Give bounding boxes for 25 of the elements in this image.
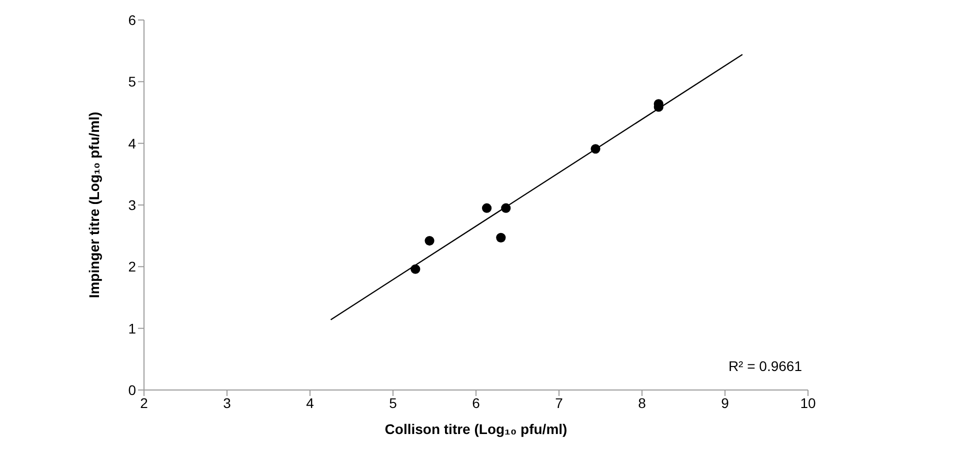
x-tick-label: 10 bbox=[800, 394, 816, 411]
x-tick-label: 4 bbox=[306, 394, 314, 411]
y-tick-label: 2 bbox=[128, 258, 136, 275]
x-tick-label: 3 bbox=[223, 394, 232, 411]
y-tick-label: 6 bbox=[128, 12, 136, 28]
point bbox=[501, 203, 511, 213]
point bbox=[424, 236, 434, 246]
x-tick-label: 6 bbox=[472, 394, 480, 411]
y-tick-label: 0 bbox=[128, 382, 136, 398]
y-tick-label: 4 bbox=[128, 135, 136, 152]
y-tick-label: 3 bbox=[128, 196, 136, 213]
x-tick-label: 9 bbox=[721, 394, 730, 411]
point bbox=[496, 232, 506, 242]
point bbox=[482, 203, 492, 213]
x-axis-title: Collison titre (Log₁₀ pfu/ml) bbox=[384, 421, 568, 437]
y-axis-title: Impinger titre (Log₁₀ pfu/ml) bbox=[86, 112, 102, 298]
x-tick-label: 2 bbox=[140, 394, 148, 411]
x-tick-label: 5 bbox=[389, 394, 398, 411]
x-tick-label: 7 bbox=[555, 394, 564, 411]
y-tick-label: 1 bbox=[128, 320, 136, 336]
annotation: R² = 0.9661 bbox=[728, 358, 802, 374]
y-tick-label: 5 bbox=[128, 74, 136, 90]
point bbox=[410, 264, 420, 274]
point bbox=[590, 144, 600, 154]
x-tick-label: 8 bbox=[638, 394, 646, 411]
